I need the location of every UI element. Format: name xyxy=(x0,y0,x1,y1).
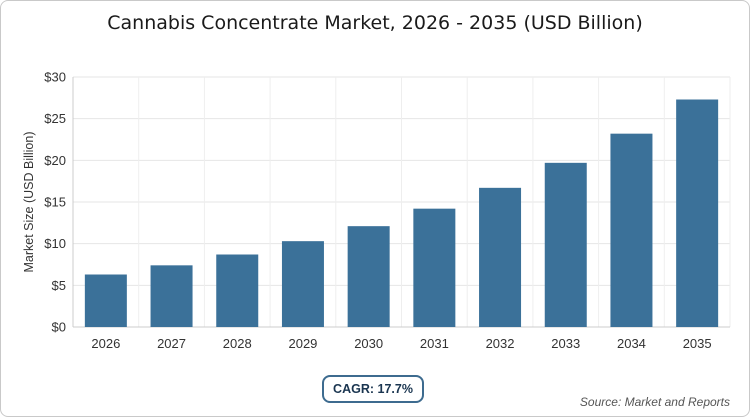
bar xyxy=(347,226,390,327)
y-tick-label: $10 xyxy=(44,236,66,251)
x-tick-label: 2027 xyxy=(157,336,186,351)
bar xyxy=(479,187,522,327)
y-tick-label: $0 xyxy=(52,320,66,335)
x-tick-label: 2033 xyxy=(551,336,580,351)
x-tick-label: 2026 xyxy=(91,336,120,351)
bar xyxy=(544,162,587,327)
x-tick-label: 2029 xyxy=(288,336,317,351)
y-tick-label: $20 xyxy=(44,153,66,168)
x-tick-label: 2028 xyxy=(223,336,252,351)
bar xyxy=(216,254,259,327)
bar xyxy=(150,265,193,327)
bar xyxy=(610,133,653,327)
y-axis-title: Market Size (USD Billion) xyxy=(22,131,36,272)
y-tick-label: $15 xyxy=(44,195,66,210)
chart-title: Cannabis Concentrate Market, 2026 - 2035… xyxy=(107,12,643,34)
x-tick-label: 2035 xyxy=(683,336,712,351)
cagr-badge: CAGR: 17.7% xyxy=(322,375,424,403)
y-tick-label: $25 xyxy=(44,111,66,126)
bar xyxy=(84,274,127,327)
bar xyxy=(676,99,719,327)
x-tick-label: 2030 xyxy=(354,336,383,351)
source-note: Source: Market and Reports xyxy=(579,395,730,409)
x-tick-label: 2034 xyxy=(617,336,646,351)
y-tick-label: $5 xyxy=(52,278,66,293)
bar xyxy=(281,241,324,327)
y-tick-label: $30 xyxy=(44,70,66,85)
x-tick-label: 2031 xyxy=(420,336,449,351)
x-tick-label: 2032 xyxy=(486,336,515,351)
bar xyxy=(413,208,456,327)
